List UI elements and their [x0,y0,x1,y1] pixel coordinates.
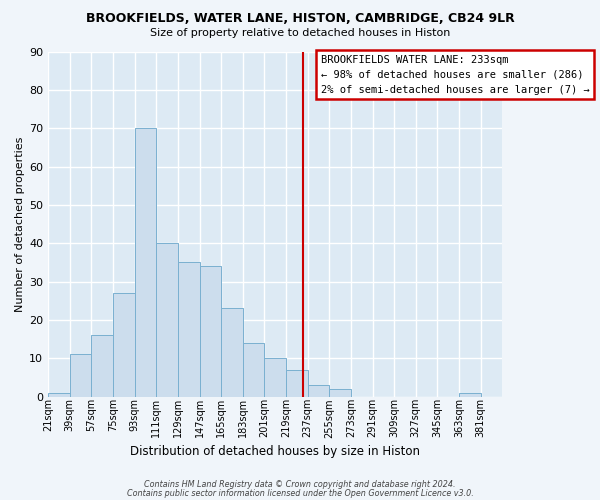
Text: Contains public sector information licensed under the Open Government Licence v3: Contains public sector information licen… [127,488,473,498]
Bar [265,358,286,397]
Bar [113,293,134,397]
Y-axis label: Number of detached properties: Number of detached properties [15,136,25,312]
Bar [91,336,113,396]
Text: BROOKFIELDS WATER LANE: 233sqm
← 98% of detached houses are smaller (286)
2% of : BROOKFIELDS WATER LANE: 233sqm ← 98% of … [320,55,589,94]
Text: BROOKFIELDS, WATER LANE, HISTON, CAMBRIDGE, CB24 9LR: BROOKFIELDS, WATER LANE, HISTON, CAMBRID… [86,12,514,26]
Bar [134,128,156,396]
Bar [48,393,70,396]
Bar [156,244,178,396]
X-axis label: Distribution of detached houses by size in Histon: Distribution of detached houses by size … [130,444,420,458]
Bar [243,343,265,396]
Bar [221,308,243,396]
Bar [70,354,91,397]
Text: Size of property relative to detached houses in Histon: Size of property relative to detached ho… [150,28,450,38]
Bar [286,370,308,396]
Bar [308,385,329,396]
Bar [459,393,481,396]
Bar [178,262,200,396]
Text: Contains HM Land Registry data © Crown copyright and database right 2024.: Contains HM Land Registry data © Crown c… [144,480,456,489]
Bar [200,266,221,396]
Bar [329,389,351,396]
